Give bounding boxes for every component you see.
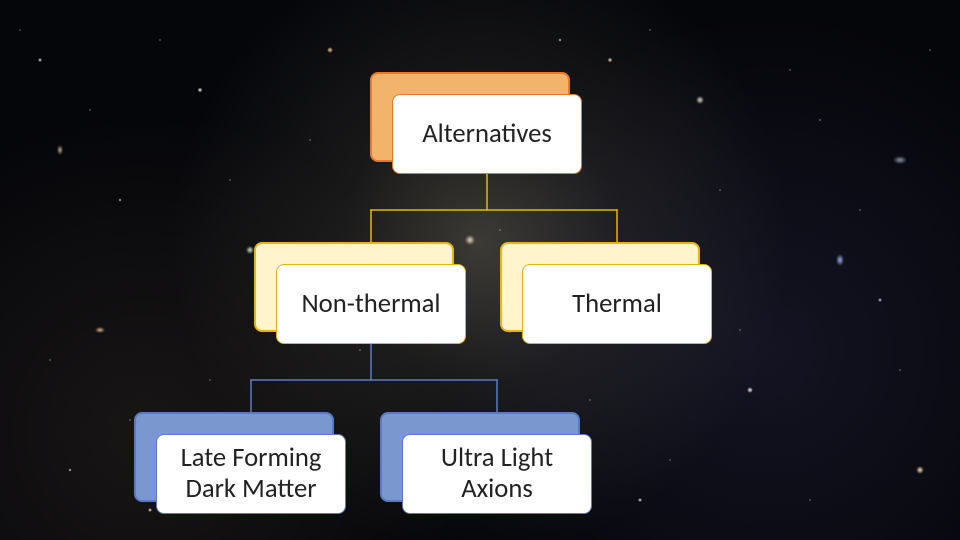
- node-front-card: Late Forming Dark Matter: [156, 434, 346, 514]
- node-front-card: Thermal: [522, 264, 712, 344]
- node-label: Alternatives: [422, 119, 552, 150]
- tree-node-root: Alternatives: [370, 72, 592, 184]
- tree-node-th: Thermal: [500, 242, 722, 354]
- node-label: Late Forming Dark Matter: [165, 443, 337, 504]
- tree-node-ul: Ultra Light Axions: [380, 412, 602, 524]
- slide-stage: Alternatives Non-thermal Thermal Late Formi…: [0, 0, 960, 540]
- node-front-card: Non-thermal: [276, 264, 466, 344]
- tree-node-nt: Non-thermal: [254, 242, 476, 354]
- tree-node-lf: Late Forming Dark Matter: [134, 412, 356, 524]
- node-label: Ultra Light Axions: [411, 443, 583, 504]
- node-front-card: Ultra Light Axions: [402, 434, 592, 514]
- node-label: Thermal: [572, 289, 662, 320]
- node-label: Non-thermal: [301, 289, 440, 320]
- node-front-card: Alternatives: [392, 94, 582, 174]
